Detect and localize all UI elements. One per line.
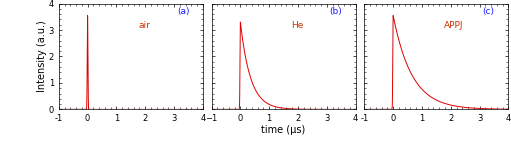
Text: APPJ: APPJ (444, 20, 463, 29)
Text: (c): (c) (482, 7, 495, 16)
Text: (b): (b) (330, 7, 342, 16)
Text: (a): (a) (177, 7, 190, 16)
Text: air: air (138, 20, 150, 29)
Text: He: He (291, 20, 303, 29)
Y-axis label: Intensity (a.u.): Intensity (a.u.) (37, 21, 47, 92)
X-axis label: time (μs): time (μs) (262, 125, 306, 135)
